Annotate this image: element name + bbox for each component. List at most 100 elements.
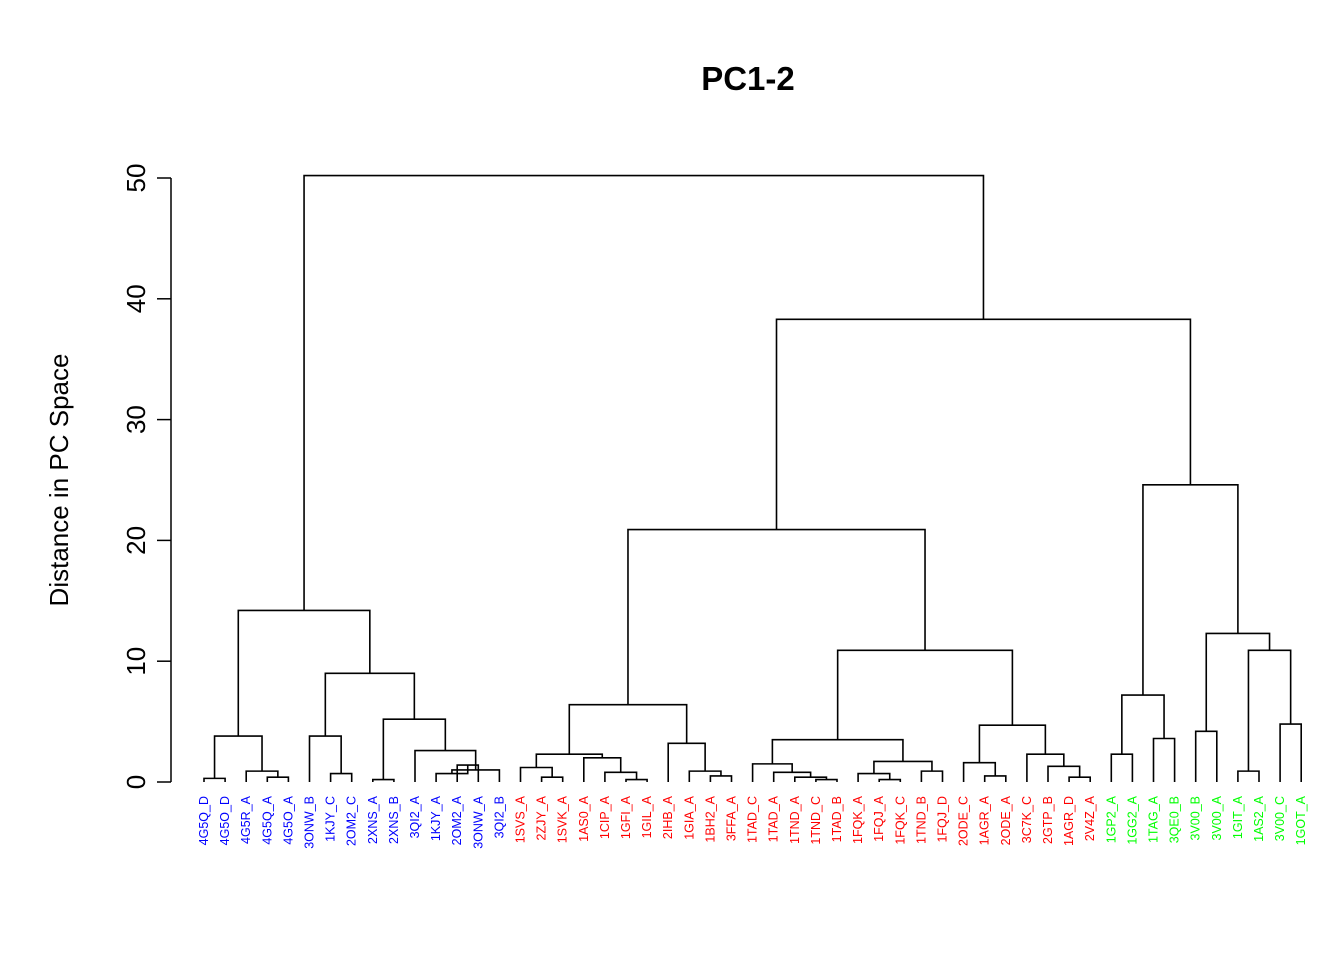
merge-link [266,776,290,782]
leaf-label: 2IHB_A [661,795,675,839]
merge-link [604,771,638,782]
y-tick-label: 50 [121,164,151,193]
merge-link [303,174,985,611]
merge-link [451,769,501,782]
leaf-label: 3V00_C [1273,796,1287,841]
leaf-label: 4G5Q_A [260,795,274,844]
merge-link [1237,770,1260,782]
leaf-label: 1AGR_A [978,795,992,845]
leaf-label: 1FQK_A [851,795,865,844]
leaf-label: 1SVS_A [514,795,528,843]
leaf-label: 1TAD_A [767,795,781,842]
leaf-label: 2ODE_C [957,796,971,846]
merge-link [836,649,1014,740]
merge-link [540,776,564,782]
leaf-label: 1AS2_A [1252,795,1266,842]
leaf-label: 1GIL_A [640,795,654,838]
merge-link [627,528,926,705]
chart-title: PC1-2 [701,60,795,97]
y-tick-label: 10 [121,647,151,676]
leaf-label: 3FFA_A [725,795,739,841]
leaf-label: 3QE0_B [1168,796,1182,843]
leaf-label: 1TAD_C [746,796,760,843]
leaf-label: 3QI2_A [408,795,422,838]
leaf-label: 2OM2_C [345,796,359,846]
leaf-label: 2V4Z_A [1083,795,1097,841]
merge-link [878,778,902,782]
merge-link [1247,649,1292,772]
merge-link [667,742,706,782]
leaf-label: 4G5Q_D [197,796,211,845]
leaf-label: 2XNS_B [387,796,401,844]
leaf-label: 1TND_B [914,796,928,844]
leaf-label: 1CIP_A [598,795,612,839]
y-tick-label: 0 [121,775,151,789]
merge-link [519,766,553,782]
leaf-label: 3ONW_A [471,795,485,848]
leaf-label: 1TAD_B [830,796,844,842]
y-tick-label: 30 [121,405,151,434]
merge-link [1142,484,1239,696]
y-tick-label: 20 [121,526,151,555]
merge-link [1279,723,1302,782]
merge-link [1194,730,1218,782]
y-tick-label: 40 [121,284,151,313]
leaf-label: 1AS0_A [577,795,591,842]
leaf-label: 1TND_A [788,795,802,844]
merge-link [857,772,891,782]
leaf-label: 1TND_C [809,796,823,845]
leaf-label: 2OM2_A [450,795,464,845]
merge-link [775,318,1192,530]
merge-link [535,753,604,768]
leaf-label: 1FQK_C [893,796,907,845]
leaf-label: 1GIT_A [1231,795,1245,839]
leaf-label: 2GTP_B [1041,796,1055,844]
dendrogram-tree [203,174,1302,782]
merge-link [1047,765,1081,782]
merge-link [1026,753,1065,782]
leaf-label: 1GG2_A [1125,795,1139,844]
leaf-label: 1AGR_D [1062,796,1076,846]
leaf-label: 3ONW_B [303,796,317,849]
merge-link [1152,737,1176,782]
leaf-label: 3QI2_B [492,796,506,838]
merge-link [213,735,263,779]
leaf-label: 1TAG_A [1147,795,1161,843]
leaf-label: 1FQJ_A [872,795,886,842]
merge-link [324,672,416,737]
merge-link [414,749,477,782]
leaf-label: 2ODE_A [999,795,1013,845]
leaf-label: 3C7K_C [1020,796,1034,843]
merge-link [203,777,226,782]
leaf-label: 1GP2_A [1104,795,1118,843]
leaf-label: 1BH2_A [703,795,717,842]
merge-link [771,738,904,764]
leaf-label: 4G5O_D [218,796,232,845]
merge-link [308,735,342,782]
leaf-label: 1GFI_A [619,795,633,839]
y-axis-label: Distance in PC Space [44,354,74,607]
merge-link [983,775,1007,782]
leaf-label: 2ZJY_A [535,795,549,840]
leaf-label: 2XNS_A [366,795,380,844]
merge-link [815,778,838,782]
merge-link [583,757,622,782]
merge-link [920,770,944,782]
y-axis: 0 10 20 30 40 50 [121,164,172,789]
merge-link [1110,753,1134,782]
merge-link [625,778,648,782]
leaf-label: 4G5R_A [239,795,253,844]
leaf-label: 3V00_B [1189,796,1203,840]
leaf-label: 4G5O_A [281,795,295,844]
merge-link [962,761,997,782]
merge-link [1121,694,1165,755]
leaf-label: 3V00_A [1210,795,1224,840]
leaf-label: 1GOT_A [1294,795,1308,845]
merge-link [568,703,688,755]
merge-link [1068,776,1091,782]
leaf-labels: 4G5Q_D 4G5O_D 4G5R_A 4G5Q_A 4G5O_A 3ONW_B 1KJY… [197,795,1308,848]
merge-link [372,778,395,782]
merge-link [329,772,353,782]
merge-link [978,724,1047,763]
